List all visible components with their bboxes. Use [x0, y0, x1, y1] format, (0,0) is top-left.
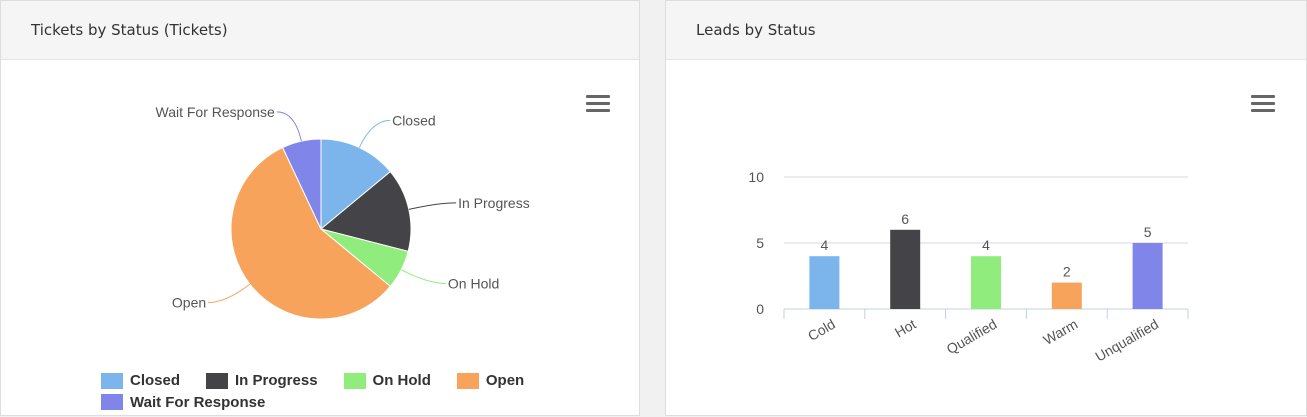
tickets-chart-menu-icon[interactable] — [586, 95, 610, 115]
bar-value-label-unqualified: 5 — [1144, 224, 1152, 240]
pie-connector-wait-for-response — [276, 111, 302, 142]
pie-slice-wait-for-response[interactable] — [282, 138, 322, 230]
bar-value-label-hot: 6 — [901, 211, 909, 227]
bar-value-label-qualified: 4 — [982, 237, 990, 253]
leads-chart-menu-icon[interactable] — [1251, 95, 1275, 115]
x-tick-label-qualified: Qualified — [944, 316, 1000, 357]
pie-connector-on-hold — [400, 269, 446, 284]
x-tick-label-unqualified: Unqualified — [1092, 316, 1161, 365]
leads-panel-title: Leads by Status — [696, 21, 816, 39]
legend-swatch — [206, 372, 229, 389]
tickets-panel-header: Tickets by Status (Tickets) — [1, 1, 639, 60]
bar-warm[interactable] — [1051, 282, 1082, 309]
legend-label: In Progress — [235, 372, 318, 389]
pie-slice-in-progress[interactable] — [319, 170, 412, 252]
legend-label: Open — [485, 372, 525, 389]
pie-label-open: Open — [172, 295, 206, 311]
x-tick-label-warm: Warm — [1040, 316, 1080, 348]
bar-value-label-cold: 4 — [821, 237, 829, 253]
legend-label: Closed — [130, 372, 181, 389]
pie-label-closed: Closed — [392, 112, 436, 128]
legend-item-closed[interactable]: Closed — [101, 371, 180, 390]
legend-label: Wait For Response — [130, 393, 266, 411]
legend-swatch — [101, 394, 123, 410]
tickets-panel: Tickets by Status (Tickets) Closed In Pro… — [0, 0, 640, 416]
bar-hot[interactable] — [890, 229, 921, 309]
x-tick-label-hot: Hot — [892, 316, 919, 341]
tickets-panel-title: Tickets by Status (Tickets) — [31, 21, 228, 39]
legend-swatch — [343, 372, 366, 389]
bar-cold[interactable] — [809, 256, 840, 309]
y-tick-label: 0 — [756, 301, 764, 317]
leads-panel: Leads by Status 0 5 10 4 Cold 6 Hot 4 Qualified 2… — [665, 0, 1307, 416]
pie-label-wait-for-response: Wait For Response — [156, 104, 276, 120]
legend-swatch — [456, 372, 479, 389]
tickets-pie-chart: Closed In Progress On Hold Open Wait For Res… — [156, 104, 530, 320]
pie-connector-closed — [358, 119, 391, 148]
leads-panel-header: Leads by Status — [666, 1, 1306, 60]
leads-bar-chart: 0 5 10 4 Cold 6 Hot 4 Qualified 2 Warm 5 Unqualified — [748, 169, 1189, 365]
pie-slice-open[interactable] — [230, 146, 392, 320]
pie-slice-closed[interactable] — [320, 138, 392, 231]
y-tick-label: 5 — [756, 235, 764, 251]
bar-value-label-warm: 2 — [1063, 264, 1071, 280]
legend-item-wait-for-response[interactable]: Wait For Response — [101, 393, 265, 412]
pie-connector-open — [208, 283, 251, 304]
pie-label-in-progress: In Progress — [458, 195, 530, 211]
bar-unqualified[interactable] — [1132, 243, 1163, 309]
legend-item-in-progress[interactable]: In Progress — [206, 371, 318, 390]
legend-label: On Hold — [372, 372, 431, 389]
legend-item-open[interactable]: Open — [456, 371, 525, 390]
bar-qualified[interactable] — [971, 256, 1001, 309]
y-tick-label: 10 — [748, 169, 764, 185]
legend-swatch — [101, 372, 123, 389]
legend-item-on-hold[interactable]: On Hold — [343, 371, 431, 390]
x-tick-label-cold: Cold — [805, 316, 838, 344]
tickets-legend: Closed In Progress On Hold Open Wait For Res… — [101, 371, 621, 414]
pie-label-on-hold: On Hold — [448, 275, 499, 291]
pie-connector-in-progress — [408, 202, 457, 210]
